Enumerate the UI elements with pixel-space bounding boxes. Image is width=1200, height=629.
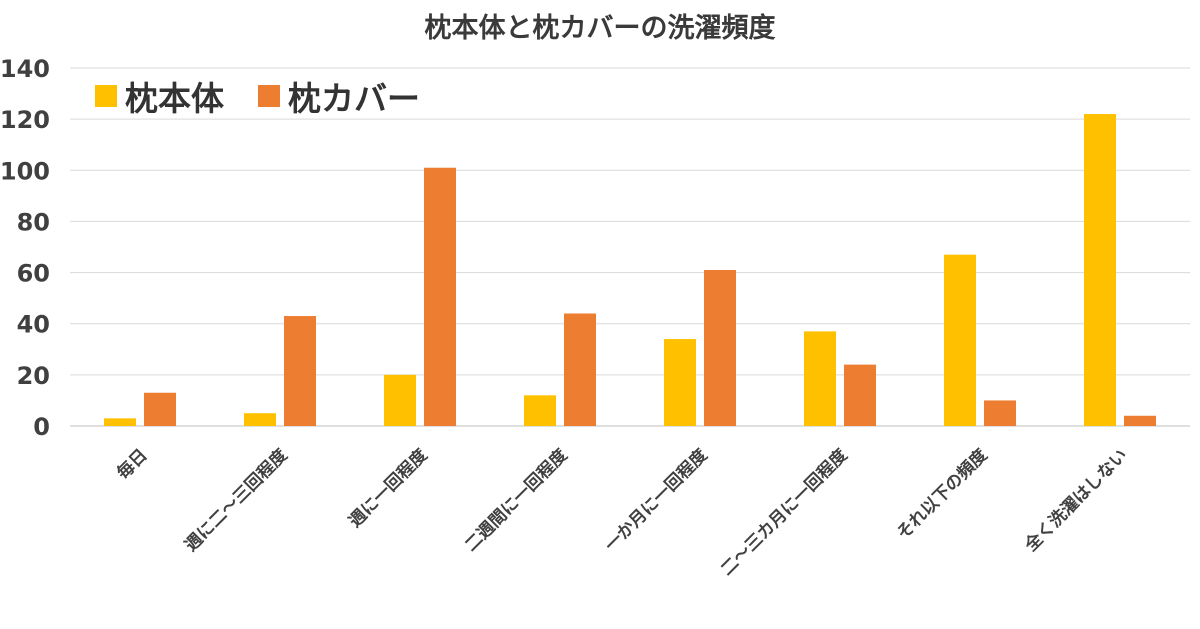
bar-pillowcase — [1124, 415, 1156, 426]
bar-pillow — [804, 331, 836, 426]
bar-pillowcase — [564, 313, 596, 426]
legend: 枕本体 枕カバー — [95, 72, 454, 120]
legend-label-pillowcase: 枕カバー — [288, 79, 420, 118]
legend-item-pillowcase: 枕カバー — [258, 72, 420, 120]
x-tick-label: 週に二～三回程度 — [181, 444, 293, 556]
bar-pillow — [944, 254, 976, 426]
y-tick-label: 20 — [17, 362, 50, 390]
bar-pillowcase — [704, 270, 736, 426]
x-tick-label: 全く洗濯はしない — [1020, 445, 1132, 557]
y-tick-label: 100 — [0, 157, 50, 185]
x-tick-label: 週に一回程度 — [345, 444, 433, 532]
y-tick-label: 40 — [17, 311, 50, 339]
chart-title: 枕本体と枕カバーの洗濯頻度 — [424, 13, 776, 44]
y-tick-label: 120 — [0, 106, 50, 134]
legend-item-pillow: 枕本体 — [95, 72, 224, 120]
y-tick-label: 60 — [17, 260, 50, 288]
bar-pillow — [384, 374, 416, 426]
bar-pillow — [1084, 114, 1116, 427]
bar-pillowcase — [984, 400, 1016, 426]
legend-swatch-pillowcase — [258, 85, 280, 107]
y-tick-label: 140 — [0, 55, 50, 83]
legend-swatch-pillow — [95, 85, 117, 107]
legend-label-pillow: 枕本体 — [125, 79, 224, 118]
x-tick-label: それ以下の頻度 — [893, 444, 993, 544]
bar-pillowcase — [284, 316, 316, 426]
x-tick-label: 二週間に一回程度 — [461, 444, 573, 556]
bar-pillowcase — [844, 364, 876, 426]
y-tick-label: 80 — [17, 208, 50, 236]
bar-pillowcase — [424, 167, 456, 426]
x-tick-label: 二～三カ月に一回程度 — [716, 444, 852, 580]
bar-pillowcase — [144, 392, 176, 426]
x-tick-label: 毎日 — [113, 445, 152, 484]
bar-pillow — [104, 418, 136, 426]
x-tick-label: 一か月に一回程度 — [601, 444, 713, 556]
bar-pillow — [244, 413, 276, 426]
bar-pillow — [524, 395, 556, 426]
bar-pillow — [664, 339, 696, 426]
y-tick-label: 0 — [33, 413, 50, 441]
